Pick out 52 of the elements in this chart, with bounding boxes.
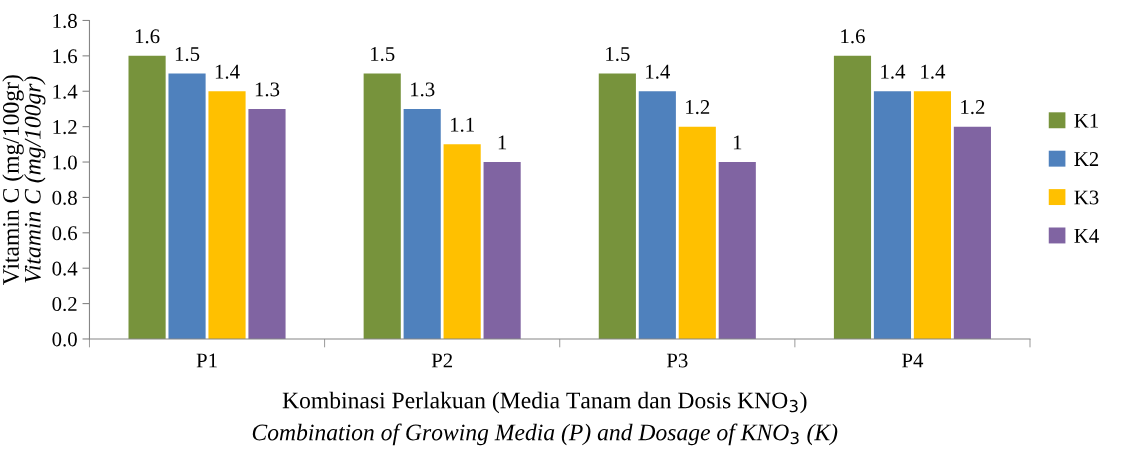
legend-label: K2 [1074,152,1099,166]
data-label: 1.5 [371,47,395,62]
data-label: 1.5 [606,47,630,62]
data-label: 1.6 [135,29,160,44]
bar [953,126,991,339]
data-label: 1.2 [686,100,710,115]
y-tick-label: 0.4 [52,261,78,276]
bar [443,144,481,339]
data-label: 1.4 [881,64,906,79]
y-tick-label: 1.2 [53,120,77,135]
legend-label: K1 [1074,113,1098,128]
y-tick-label: 0.2 [52,296,77,312]
y-tick-label: 1.0 [53,155,77,170]
y-tick-label: 1.6 [53,49,78,64]
data-label: 1.4 [215,64,240,79]
x-tick-label: P2 [431,353,453,368]
y-tick-label: 0.0 [52,332,77,347]
data-label: 1.4 [646,64,671,79]
data-label: 1.5 [175,47,200,62]
y-tick-label: 1.8 [53,13,77,28]
bar [363,73,401,339]
bar [913,91,951,339]
bar [718,162,756,339]
bar [403,108,441,339]
data-label: 1.3 [410,82,435,97]
y-axis-title: Vitamin C (mg/100gr) Vitamin C (mg/100gr) [2,75,46,285]
bar [483,162,521,339]
y-tick-label: 0.6 [52,226,78,241]
bar [638,91,676,339]
legend-label: K3 [1074,190,1099,205]
bar [168,73,206,339]
y-tick-label: 1.4 [53,84,78,99]
bar [833,55,872,339]
x-tick-label: P3 [666,353,688,368]
x-tick-label: P4 [902,353,924,368]
y-tick-label: 0.8 [52,190,77,205]
legend-label: K4 [1074,228,1099,243]
bar [248,108,286,339]
data-label: 1.3 [255,82,280,97]
data-label: 1.6 [841,29,865,44]
data-label: 1 [733,135,742,150]
bar [208,91,246,339]
bar [128,55,166,339]
data-label: 1 [498,135,507,150]
bar [873,91,912,339]
data-label: 1.4 [921,64,946,79]
data-label: 1.2 [961,100,985,115]
data-label: 1.1 [450,117,474,132]
x-tick-label: P1 [196,353,217,368]
bar [598,73,636,339]
bar [678,126,716,339]
x-axis-title: Kombinasi Perlakuan (Media Tanam dan Dosis KNO$_{3}$) Combination of Growing Media (P) and Dosage of KNO$_{3}$ (K) [252,391,838,446]
